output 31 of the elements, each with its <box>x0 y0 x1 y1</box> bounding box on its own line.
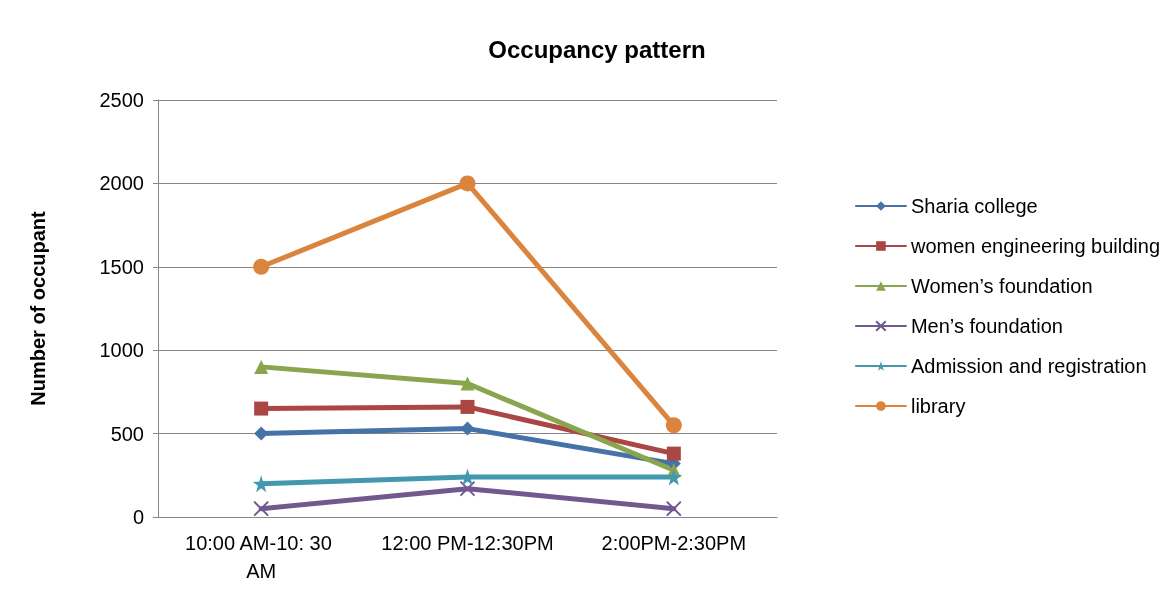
point <box>459 480 476 497</box>
legend-label: Women’s foundation <box>910 275 1093 297</box>
y-tick-label: 2500 <box>99 89 144 111</box>
point <box>254 401 269 416</box>
y-tick-label: 1000 <box>99 339 144 362</box>
y-tick-label: 1500 <box>99 255 144 278</box>
point <box>665 468 683 486</box>
point <box>254 359 269 374</box>
point <box>460 421 475 436</box>
y-tick-label: 0 <box>132 506 144 528</box>
x-tick-label: 2:00PM-2:30PM <box>601 532 747 554</box>
legend-label: women engineering building <box>909 235 1160 257</box>
point <box>253 258 270 275</box>
x-tick-label: 10:00 AM-10: 30 AM <box>185 532 338 582</box>
point <box>253 500 270 517</box>
point <box>254 426 269 441</box>
point <box>665 417 682 434</box>
y-tick-label: 500 <box>110 422 144 445</box>
point <box>666 446 681 461</box>
legend-label: library <box>910 395 966 417</box>
legend-label: Men’s foundation <box>910 315 1063 337</box>
chart-title: Occupancy pattern <box>488 35 706 63</box>
legend-label: Sharia college <box>910 195 1038 217</box>
x-tick-label: 12:00 PM-12:30PM <box>381 532 554 554</box>
point <box>665 500 682 517</box>
point <box>460 399 475 414</box>
y-tick-label: 2000 <box>99 172 144 195</box>
point <box>459 175 476 192</box>
point <box>460 376 475 391</box>
y-axis-title: Number of occupant <box>27 210 49 406</box>
legend-label: Admission and registration <box>910 355 1147 377</box>
